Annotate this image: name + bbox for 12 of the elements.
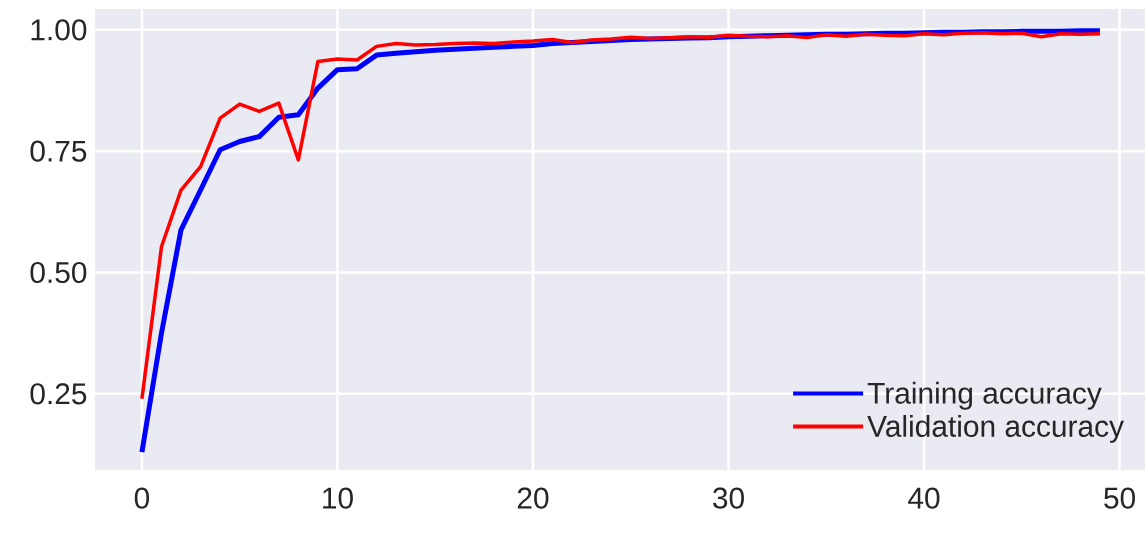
x-tick-label: 10: [323, 487, 353, 509]
x-tick-label: 30: [713, 487, 744, 509]
legend-label: Training accuracy: [867, 381, 1102, 410]
y-tick-label: 1.00: [31, 19, 87, 41]
y-tick-label: 0.50: [30, 261, 87, 284]
x-tick-label: 40: [908, 487, 940, 509]
legend-label: Validation accuracy: [867, 415, 1124, 443]
y-tick-label: 0.75: [30, 140, 87, 162]
x-tick-label: 50: [1104, 487, 1136, 509]
y-tick-label: 0.25: [30, 383, 87, 405]
x-tick-label: 20: [517, 487, 549, 509]
x-tick-label: 0: [134, 487, 150, 509]
